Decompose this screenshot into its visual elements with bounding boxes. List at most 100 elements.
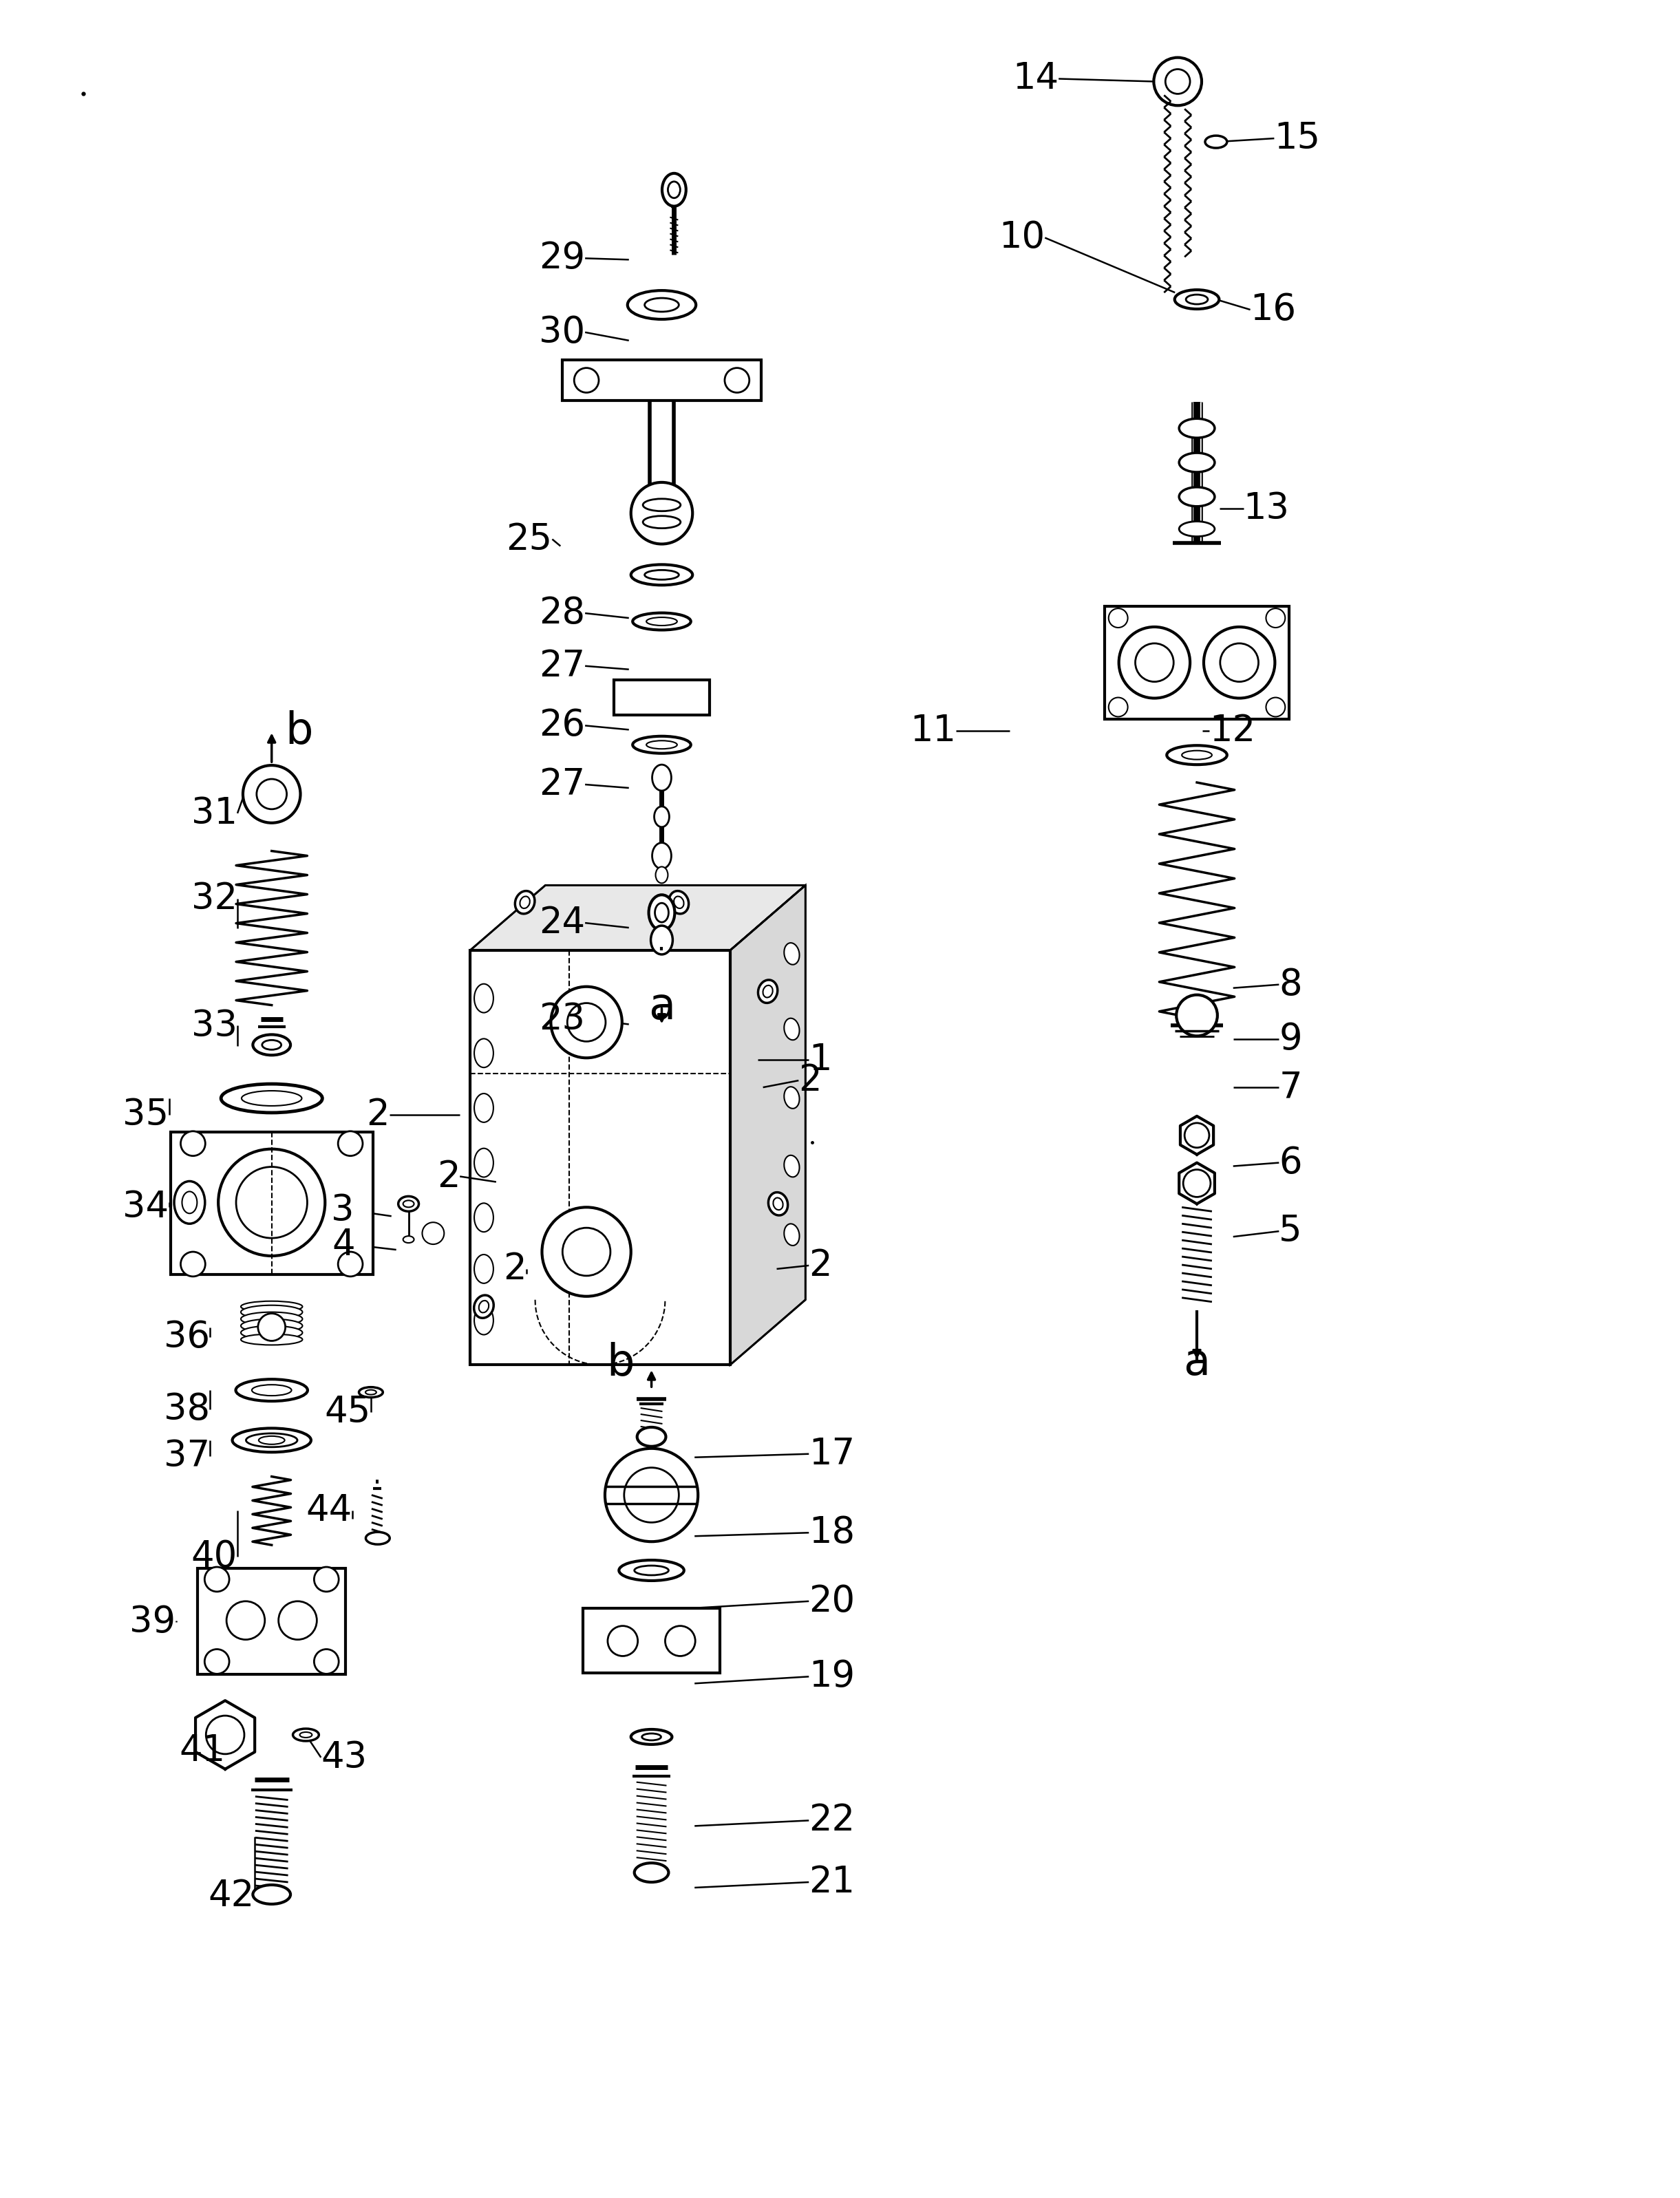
Text: 4: 4 <box>333 1226 354 1264</box>
Bar <box>470 950 731 1365</box>
Ellipse shape <box>1168 745 1226 765</box>
Text: 32: 32 <box>192 881 237 917</box>
Ellipse shape <box>662 174 685 207</box>
Text: 10: 10 <box>998 220 1045 255</box>
Ellipse shape <box>1186 295 1208 303</box>
Ellipse shape <box>785 1156 800 1176</box>
Text: 25: 25 <box>506 521 553 556</box>
Bar <box>170 1132 373 1275</box>
Text: 37: 37 <box>165 1437 210 1475</box>
Ellipse shape <box>519 897 529 908</box>
Bar <box>1104 607 1289 719</box>
Circle shape <box>1184 1123 1210 1147</box>
Text: 13: 13 <box>1243 490 1290 525</box>
Circle shape <box>608 1627 638 1655</box>
Text: 43: 43 <box>321 1739 368 1776</box>
Ellipse shape <box>240 1334 302 1345</box>
Ellipse shape <box>252 1385 292 1396</box>
Circle shape <box>227 1600 265 1640</box>
Ellipse shape <box>633 736 690 754</box>
Ellipse shape <box>366 1389 376 1396</box>
Circle shape <box>205 1567 228 1591</box>
Text: 1: 1 <box>808 1042 832 1077</box>
Circle shape <box>218 1150 324 1255</box>
Circle shape <box>1183 1169 1211 1198</box>
Ellipse shape <box>655 866 669 884</box>
Text: 42: 42 <box>208 1877 255 1914</box>
Ellipse shape <box>669 182 680 198</box>
Bar <box>563 360 761 400</box>
Text: 8: 8 <box>1278 967 1302 1002</box>
Circle shape <box>279 1600 318 1640</box>
Text: 2: 2 <box>504 1251 526 1286</box>
Circle shape <box>205 1649 228 1675</box>
Ellipse shape <box>259 1435 284 1444</box>
Ellipse shape <box>366 1532 390 1545</box>
Circle shape <box>257 778 287 809</box>
Text: 44: 44 <box>306 1492 353 1528</box>
Ellipse shape <box>474 1295 494 1319</box>
Ellipse shape <box>652 842 672 868</box>
Text: 17: 17 <box>808 1435 855 1473</box>
Ellipse shape <box>235 1378 307 1400</box>
Text: 7: 7 <box>1278 1070 1302 1106</box>
Ellipse shape <box>1179 453 1215 473</box>
Text: 24: 24 <box>539 906 585 941</box>
Ellipse shape <box>773 1198 783 1209</box>
Ellipse shape <box>254 1886 291 1903</box>
Circle shape <box>314 1567 339 1591</box>
Ellipse shape <box>654 807 669 826</box>
Ellipse shape <box>647 741 677 750</box>
Ellipse shape <box>1181 750 1211 761</box>
Text: 27: 27 <box>539 648 585 684</box>
Ellipse shape <box>763 985 773 998</box>
Circle shape <box>259 1314 286 1341</box>
Text: 28: 28 <box>539 596 585 631</box>
Text: 33: 33 <box>192 1009 237 1044</box>
Circle shape <box>1267 697 1285 717</box>
Ellipse shape <box>632 565 692 585</box>
Ellipse shape <box>674 897 684 908</box>
Circle shape <box>181 1132 205 1156</box>
Text: 29: 29 <box>539 240 585 277</box>
Ellipse shape <box>398 1196 418 1211</box>
Ellipse shape <box>175 1180 205 1224</box>
Circle shape <box>1154 57 1201 106</box>
Circle shape <box>568 1002 605 1042</box>
Ellipse shape <box>245 1433 297 1446</box>
Ellipse shape <box>785 1224 800 1246</box>
Ellipse shape <box>474 1095 494 1123</box>
Ellipse shape <box>647 618 677 626</box>
Circle shape <box>1119 626 1189 699</box>
Text: 6: 6 <box>1278 1145 1302 1180</box>
Ellipse shape <box>645 299 679 312</box>
Ellipse shape <box>633 613 690 631</box>
Text: 35: 35 <box>123 1097 170 1132</box>
Text: 9: 9 <box>1278 1022 1302 1057</box>
Ellipse shape <box>1179 418 1215 437</box>
Ellipse shape <box>222 1084 323 1112</box>
Ellipse shape <box>181 1191 197 1213</box>
Ellipse shape <box>785 1086 800 1108</box>
Text: 5: 5 <box>1278 1213 1302 1248</box>
Circle shape <box>181 1253 205 1277</box>
Circle shape <box>1267 609 1285 629</box>
Ellipse shape <box>262 1040 281 1051</box>
Text: 11: 11 <box>911 712 956 750</box>
Circle shape <box>551 987 622 1057</box>
Text: 2: 2 <box>808 1248 832 1284</box>
Ellipse shape <box>474 1255 494 1284</box>
Text: 15: 15 <box>1273 121 1320 156</box>
Ellipse shape <box>645 569 679 580</box>
Circle shape <box>422 1222 444 1244</box>
Circle shape <box>724 367 749 393</box>
Circle shape <box>665 1627 696 1655</box>
Ellipse shape <box>635 1864 669 1881</box>
Text: 26: 26 <box>539 708 585 743</box>
Ellipse shape <box>669 890 689 914</box>
Circle shape <box>605 1448 697 1541</box>
Circle shape <box>563 1229 610 1275</box>
Text: 2: 2 <box>366 1097 390 1132</box>
Text: 20: 20 <box>808 1583 855 1620</box>
Circle shape <box>1176 996 1218 1035</box>
